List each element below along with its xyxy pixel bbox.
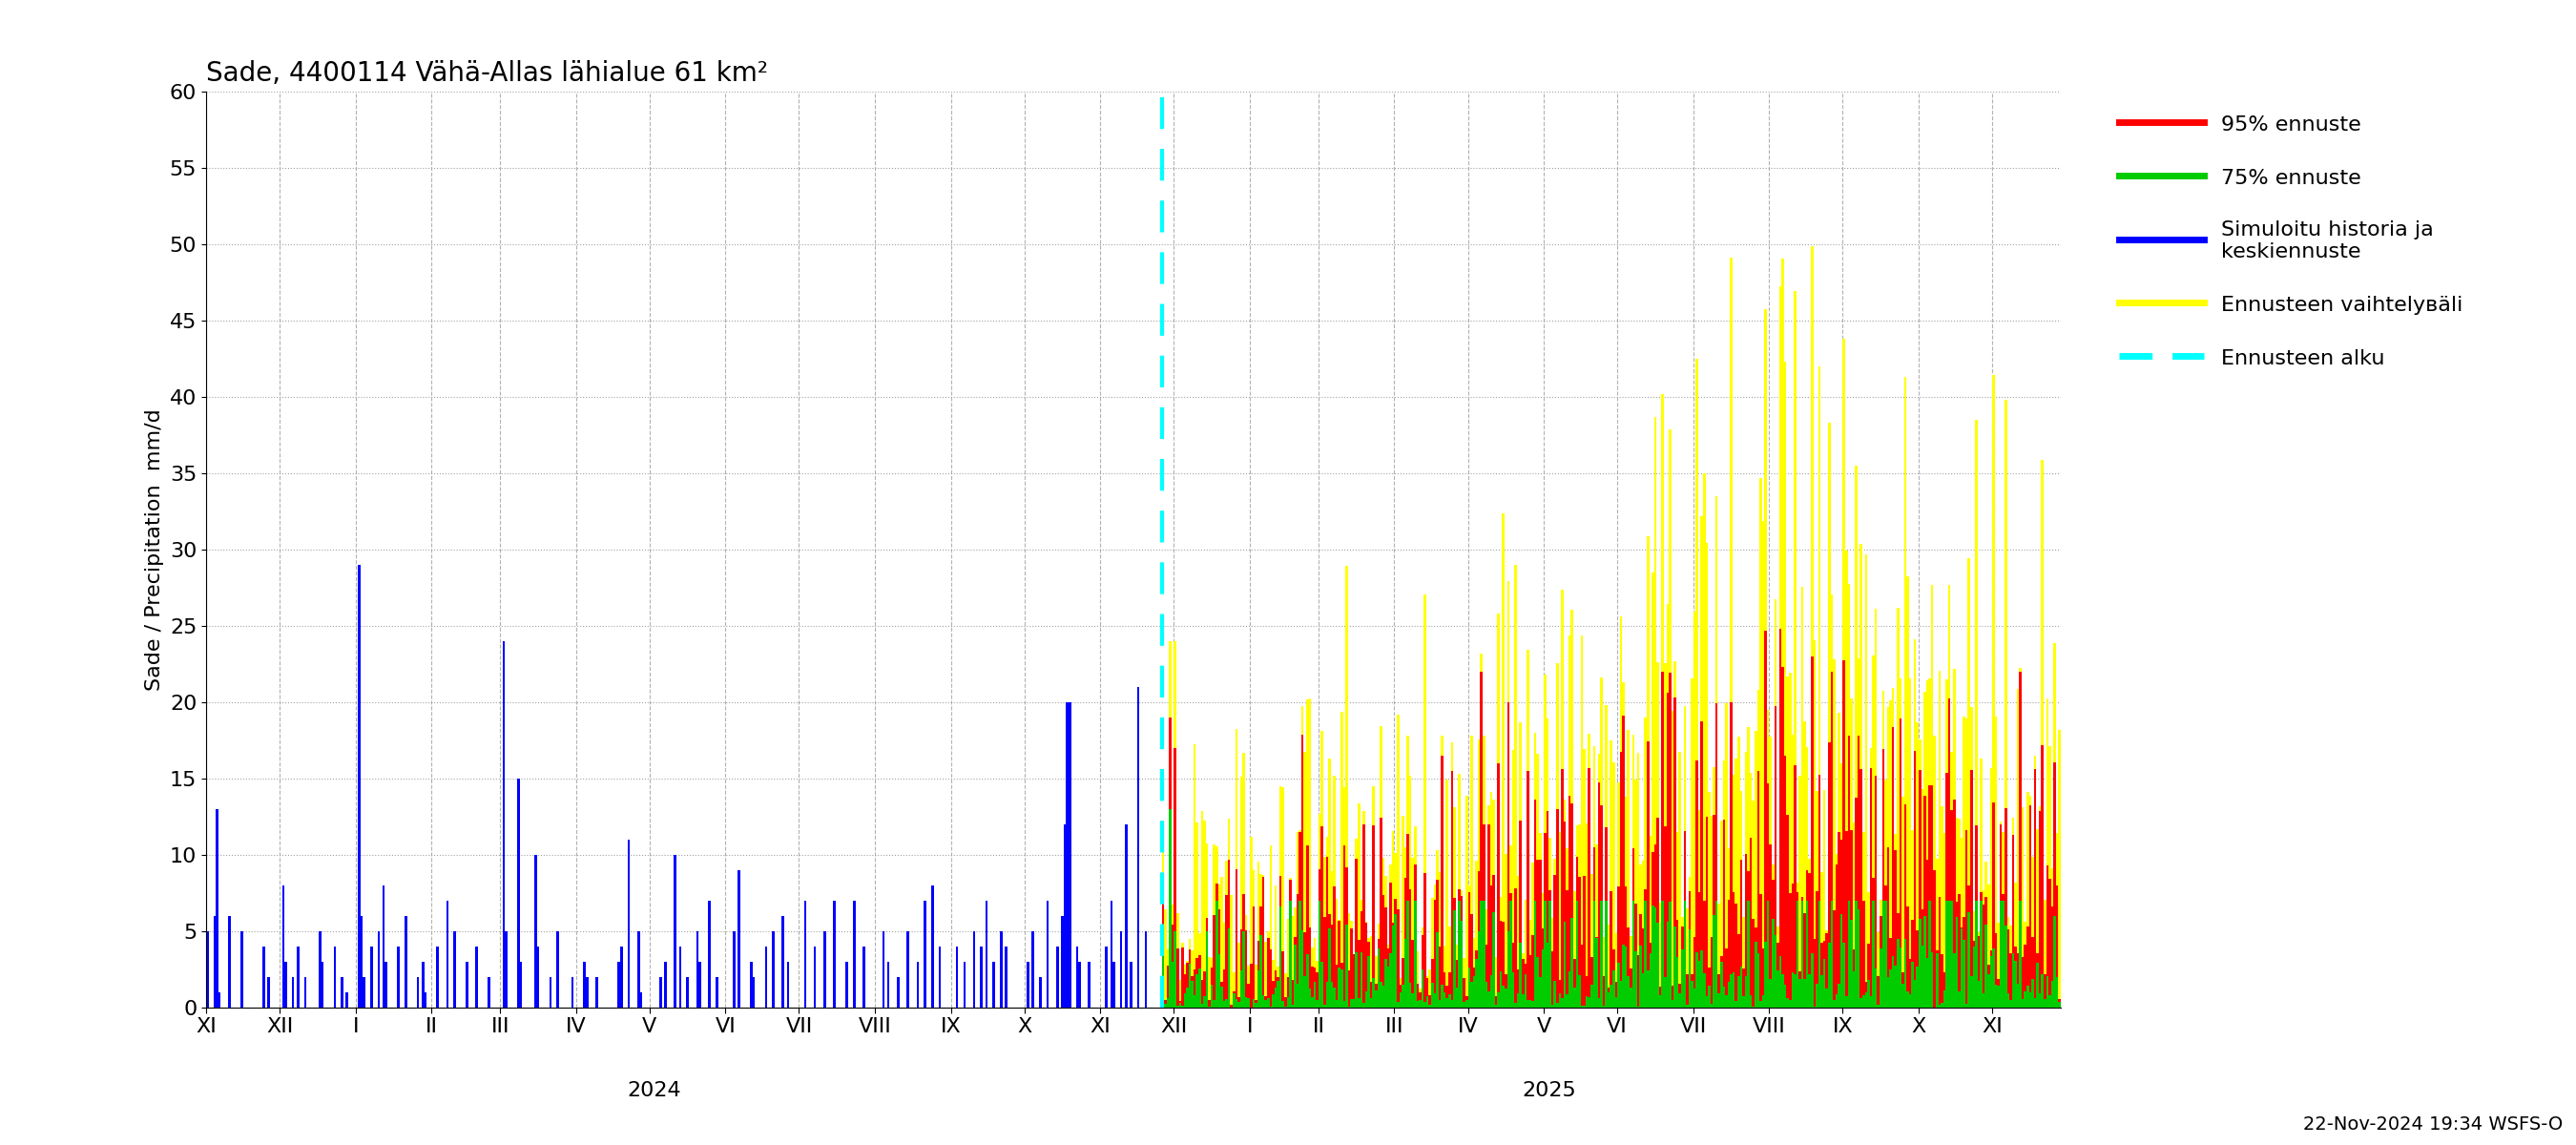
Y-axis label: Sade / Precipitation  mm/d: Sade / Precipitation mm/d [144, 409, 165, 690]
Text: 22-Nov-2024 19:34 WSFS-O: 22-Nov-2024 19:34 WSFS-O [2303, 1115, 2563, 1134]
Text: 2025: 2025 [1522, 1081, 1577, 1100]
Text: 2024: 2024 [629, 1081, 683, 1100]
Text: Sade, 4400114 Vähä-Allas lähialue 61 km²: Sade, 4400114 Vähä-Allas lähialue 61 km² [206, 60, 768, 87]
Legend: 95% ennuste, 75% ennuste, Simuloitu historia ja
keskiennuste, Ennusteen vaihtelу: 95% ennuste, 75% ennuste, Simuloitu hist… [2110, 102, 2473, 379]
